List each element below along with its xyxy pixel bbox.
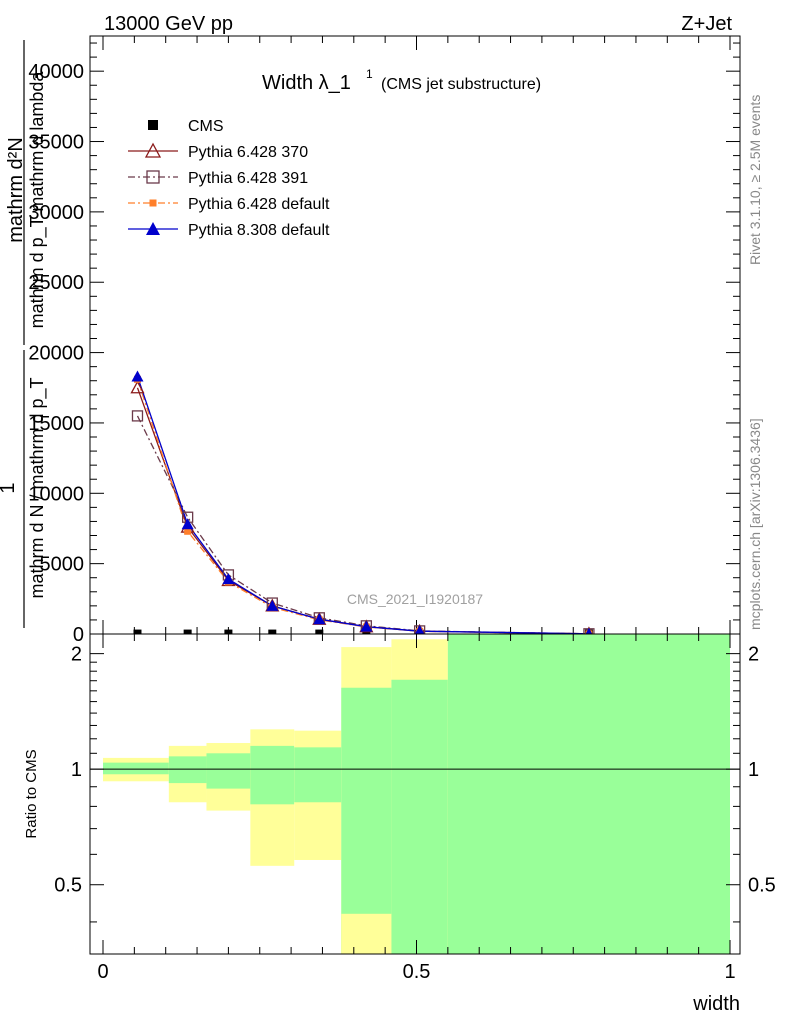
analysis-watermark: CMS_2021_I1920187 <box>347 591 483 607</box>
ratio-y-tick-label: 1 <box>71 759 82 781</box>
ylabel-prefix-top: 1 <box>0 482 19 493</box>
data-point <box>131 410 144 422</box>
process-label: Z+Jet <box>681 13 732 35</box>
chart-title-superscript: 1 <box>366 67 373 81</box>
ratio-inner-band <box>103 762 169 775</box>
data-point <box>146 170 160 184</box>
legend-label: Pythia 6.428 370 <box>188 144 308 161</box>
x-axis-label: width <box>692 993 740 1015</box>
ratio-y-ticks: 0.5 0.5 1 1 2 2 <box>54 644 776 923</box>
y-tick-label: 5000 <box>40 554 85 576</box>
y-tick-label: 25000 <box>28 272 84 294</box>
chart-title-main: Width λ_1 <box>262 72 351 94</box>
ylabel-denominator: mathrm d p_T mathrm d lambda <box>27 71 48 329</box>
ratio-outer-band <box>341 913 392 954</box>
data-point <box>131 370 144 382</box>
energy-label: 13000 GeV pp <box>104 13 233 35</box>
ratio-bands <box>103 634 730 954</box>
chart-title-paren: (CMS jet substructure) <box>381 76 541 93</box>
y-tick-label: 35000 <box>28 132 84 154</box>
ratio-x-ticks: 0 0.5 1 <box>97 634 736 983</box>
data-point <box>266 599 279 611</box>
ratio-inner-band <box>250 745 295 805</box>
x-tick-label: 0 <box>97 961 108 983</box>
main-y-ticks: 0 5000 10000 15000 20000 25000 30000 35000 40000 <box>28 42 740 646</box>
main-y-axis-label: 1 mathrm d N / mathrm d p_T mathrm d²N m… <box>0 40 48 628</box>
legend: CMS Pythia 6.428 370 Pythia 6.428 391 Pythi… <box>128 118 330 239</box>
x-tick-label: 0.5 <box>403 961 431 983</box>
data-point <box>149 199 157 207</box>
ratio-y-tick-label: 0.5 <box>54 875 82 897</box>
series-line <box>136 376 589 635</box>
data-point <box>148 120 158 130</box>
ratio-inner-band <box>294 747 342 803</box>
y-tick-label: 15000 <box>28 413 84 435</box>
data-point <box>222 573 235 585</box>
mcplots-label: mcplots.cern.ch [arXiv:1306.3436] <box>747 418 763 630</box>
ratio-inner-band <box>447 634 730 954</box>
legend-label: Pythia 6.428 391 <box>188 170 308 187</box>
x-tick-label: 1 <box>724 961 735 983</box>
y-tick-label: 40000 <box>28 61 84 83</box>
ylabel-numerator: mathrm d²N <box>5 137 27 243</box>
y-tick-label: 20000 <box>28 343 84 365</box>
data-point <box>144 142 162 158</box>
ratio-inner-band <box>168 756 207 784</box>
data-point <box>313 613 326 625</box>
main-plot: 0 5000 10000 15000 20000 25000 30000 35000 40000 <box>28 35 741 646</box>
ratio-plot: 0.5 0.51 12 2 0 0.5 1 <box>54 633 776 983</box>
data-point <box>130 380 145 394</box>
legend-label: CMS <box>188 118 224 135</box>
data-point <box>146 222 160 235</box>
ratio-y-tick-label: 2 <box>71 644 82 666</box>
ratio-y-tick-label-right: 2 <box>748 644 759 666</box>
data-point <box>413 625 426 637</box>
legend-label: Pythia 8.308 default <box>188 222 330 239</box>
ratio-inner-band <box>341 687 392 954</box>
data-point <box>181 518 194 530</box>
ratio-plot-frame <box>89 633 741 955</box>
ratio-inner-band <box>391 679 448 954</box>
ratio-y-axis-label: Ratio to CMS <box>23 749 40 838</box>
y-tick-label: 0 <box>73 624 84 646</box>
main-x-ticks <box>102 36 731 634</box>
rivet-version-label: Rivet 3.1.10, ≥ 2.5M events <box>747 95 763 265</box>
ratio-y-tick-label-right: 1 <box>748 759 759 781</box>
ratio-y-tick-label-right: 0.5 <box>748 875 776 897</box>
data-point <box>184 527 192 535</box>
data-point <box>360 620 373 632</box>
ylabel-prefix-bottom: mathrm d N / mathrm d p_T <box>27 377 48 598</box>
legend-label: Pythia 6.428 default <box>188 196 330 213</box>
y-tick-label: 10000 <box>28 483 84 505</box>
y-tick-label: 30000 <box>28 202 84 224</box>
main-series-lines <box>136 376 589 635</box>
chart-title: Width λ_1 1 (CMS jet substructure) <box>262 67 541 94</box>
ratio-inner-band <box>206 753 251 789</box>
